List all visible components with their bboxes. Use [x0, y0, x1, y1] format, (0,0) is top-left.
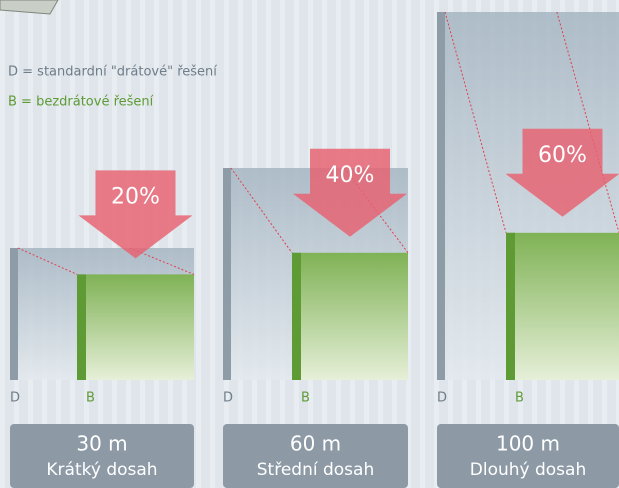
- series-letter: B: [86, 391, 95, 406]
- distance-label: 60 m: [290, 432, 341, 456]
- legend-b: B = bezdrátové řešení: [8, 95, 154, 110]
- series-letter: B: [301, 391, 310, 406]
- b-edge: [292, 253, 301, 380]
- b-bar: [77, 274, 194, 380]
- reduction-label: 40%: [326, 163, 375, 188]
- distance-label: 30 m: [76, 432, 127, 456]
- b-edge: [77, 274, 86, 380]
- d-bar: [437, 12, 445, 380]
- range-label: Dlouhý dosah: [470, 460, 586, 480]
- series-letter: D: [10, 391, 20, 406]
- b-bar: [292, 253, 408, 380]
- series-letter: D: [223, 391, 233, 406]
- series-letter: B: [515, 391, 524, 406]
- legend-d: D = standardní "drátové" řešení: [8, 65, 217, 80]
- reduction-label: 20%: [111, 184, 160, 209]
- d-bar: [223, 168, 231, 380]
- series-letter: D: [437, 391, 447, 406]
- range-label: Střední dosah: [257, 460, 374, 480]
- chart: D = standardní "drátové" řešení B = bezd…: [0, 0, 619, 488]
- b-bar: [506, 233, 619, 380]
- range-label: Krátký dosah: [46, 460, 157, 480]
- distance-label: 100 m: [496, 432, 560, 456]
- d-bar: [10, 248, 18, 380]
- b-edge: [506, 233, 515, 380]
- reduction-label: 60%: [538, 143, 587, 168]
